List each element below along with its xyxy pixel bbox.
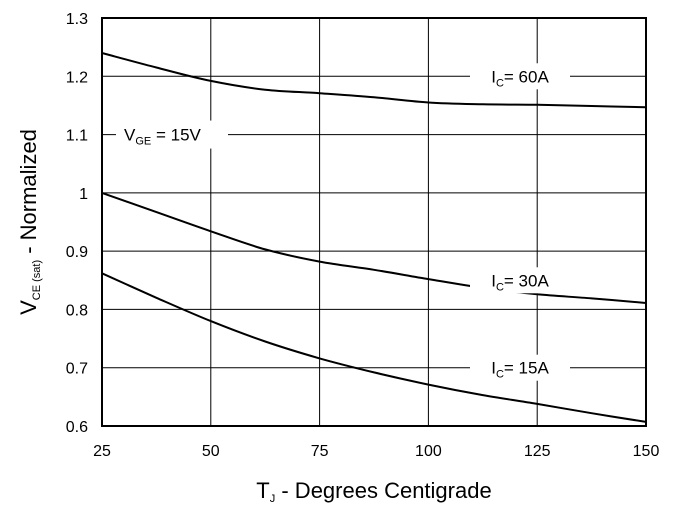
x-axis-label-sub: J	[270, 493, 276, 505]
y-tick-label: 1.1	[66, 128, 88, 145]
series-line	[101, 52, 647, 109]
y-tick-labels: 0.6 0.7 0.8 0.9 1 1.1 1.2 1.3	[66, 11, 88, 436]
y-tick-label: 0.6	[66, 419, 88, 436]
x-tick-labels: 25 50 75 100 125 150	[93, 443, 659, 460]
y-axis-label-rest: - Normalized	[16, 129, 41, 260]
y-tick-label: 1.2	[66, 69, 88, 86]
series-label-background	[470, 63, 570, 90]
series-label: IC= 30A	[491, 271, 549, 293]
y-axis-label-sub: CE (sat)	[31, 260, 43, 300]
y-axis-label: VCE (sat) - Normalized	[16, 129, 43, 315]
series-label-rest: = 15A	[504, 359, 550, 378]
y-tick-label: 0.9	[66, 244, 88, 261]
x-axis-label: TJ - Degrees Centigrade	[256, 478, 491, 505]
series-label-sub: C	[496, 369, 504, 381]
y-tick-label: 0.8	[66, 302, 88, 319]
series-label-background	[470, 354, 570, 381]
y-tick-label: 1.3	[66, 11, 88, 28]
x-tick-label: 150	[633, 443, 660, 460]
series-label-main: I	[491, 271, 496, 290]
annotation-main: V	[124, 126, 136, 145]
series-label-sub: C	[496, 77, 504, 89]
y-axis-label-main: V	[16, 300, 41, 315]
annotation-background	[116, 120, 228, 149]
y-tick-label: 1	[79, 186, 88, 203]
x-tick-label: 75	[311, 443, 329, 460]
x-tick-label: 50	[202, 443, 220, 460]
series-label: IC= 60A	[491, 67, 549, 89]
series-label-rest: = 30A	[504, 271, 550, 290]
series-label-main: I	[491, 359, 496, 378]
x-axis-label-rest: - Degrees Centigrade	[275, 478, 491, 503]
vge-annotation: VGE = 15V	[124, 126, 202, 148]
plot-frame	[101, 17, 647, 427]
series-line	[101, 191, 647, 304]
series-lines	[101, 52, 647, 423]
x-tick-label: 25	[93, 443, 111, 460]
series-label-background	[470, 267, 570, 294]
x-tick-label: 100	[415, 443, 442, 460]
series-label: IC= 15A	[491, 359, 549, 381]
x-tick-label: 125	[524, 443, 551, 460]
annotation-rest: = 15V	[151, 126, 201, 145]
annotation-sub: GE	[135, 136, 151, 148]
series-label-sub: C	[496, 281, 504, 293]
series-label-main: I	[491, 67, 496, 86]
y-tick-label: 0.7	[66, 361, 88, 378]
series-line	[101, 272, 647, 423]
series-label-rest: = 60A	[504, 67, 550, 86]
x-axis-label-main: T	[256, 478, 269, 503]
